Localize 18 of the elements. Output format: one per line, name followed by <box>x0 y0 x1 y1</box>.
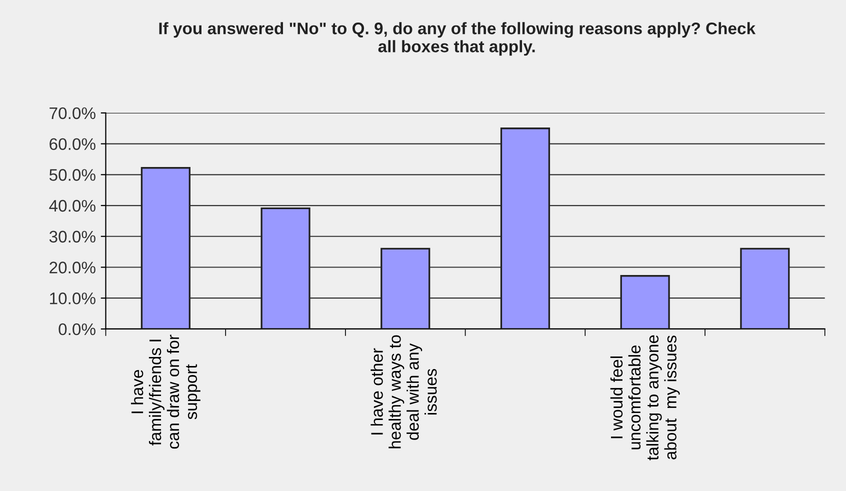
bar <box>260 207 310 329</box>
x-tick-label: I have family/friends I can draw on for support <box>130 334 200 449</box>
bar <box>740 248 790 329</box>
bar <box>140 167 190 329</box>
y-tick-label: 70.0% <box>50 107 96 120</box>
y-tick-label: 60.0% <box>50 138 96 150</box>
bar <box>380 248 430 329</box>
bar <box>620 275 670 329</box>
y-tick-label: 30.0% <box>49 230 96 243</box>
y-tick-label: 20.0% <box>50 262 96 274</box>
y-tick-label: 50.0% <box>49 169 96 181</box>
chart-title: If you answered "No" to Q. 9, do any of the following reasons apply? Check all boxes that apply. <box>159 22 756 56</box>
y-tick-label: 0.0% <box>58 323 96 336</box>
bar <box>500 128 550 329</box>
x-tick-label: I would feel uncomfortable talking to anyone about my issues <box>610 335 680 460</box>
y-tick-label: 10.0% <box>50 292 96 304</box>
y-tick-label: 40.0% <box>49 200 96 212</box>
x-tick-label: I have other healthy ways to deal with any issues <box>370 335 437 448</box>
